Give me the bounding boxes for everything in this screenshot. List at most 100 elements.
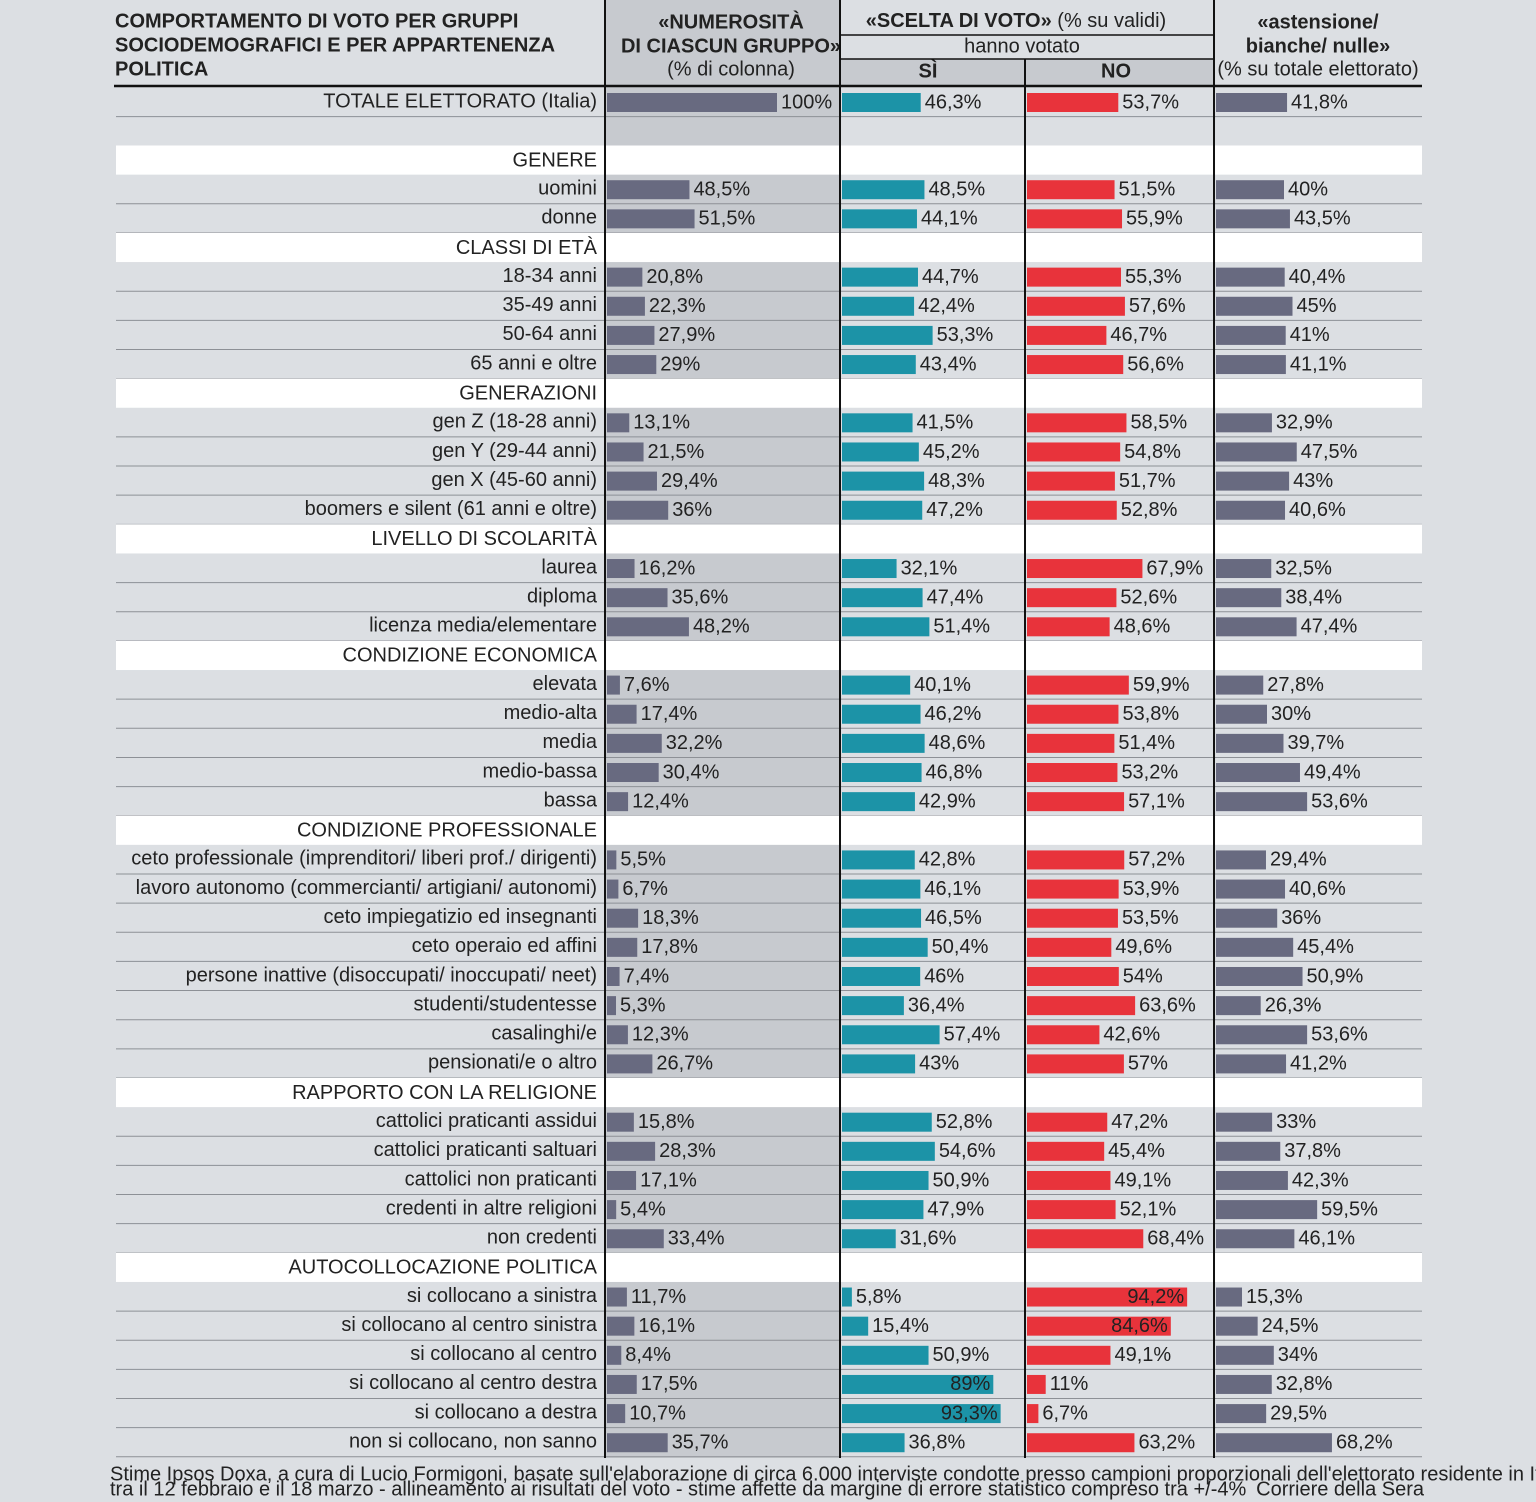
bar <box>607 1112 634 1132</box>
bar <box>842 733 925 753</box>
value-label: 48,5% <box>928 178 985 200</box>
bar <box>1216 355 1286 375</box>
bar <box>1216 1141 1281 1161</box>
bar <box>607 296 645 316</box>
bar <box>842 1054 916 1074</box>
bar <box>1216 325 1286 345</box>
value-label: 42,3% <box>1292 1169 1349 1191</box>
bar <box>842 996 904 1016</box>
row-label: gen X (45-60 anni) <box>431 469 597 491</box>
value-label: 34% <box>1278 1344 1318 1366</box>
value-label: 16,1% <box>638 1315 695 1337</box>
bar <box>842 1025 940 1045</box>
value-label: 54% <box>1123 965 1163 987</box>
value-label: 32,9% <box>1276 412 1333 434</box>
bar <box>1027 500 1117 520</box>
row-label: donne <box>541 207 597 229</box>
bar <box>1027 763 1118 783</box>
value-label: 48,6% <box>1114 616 1171 638</box>
bar <box>607 325 655 345</box>
value-label: 59,9% <box>1133 674 1190 696</box>
bar <box>1027 1112 1108 1132</box>
value-label: 5,4% <box>620 1198 666 1220</box>
row-label: cattolici non praticanti <box>405 1168 597 1190</box>
bar <box>1027 850 1125 870</box>
value-label: 47,9% <box>927 1198 984 1220</box>
bar <box>607 1404 626 1424</box>
value-label: 45,4% <box>1297 936 1354 958</box>
value-label: 6,7% <box>622 878 668 900</box>
bar <box>1216 588 1282 608</box>
row-label: 50-64 anni <box>502 323 597 345</box>
section-row-bg <box>116 524 1422 554</box>
value-label: 53,6% <box>1311 1024 1368 1046</box>
row-label: boomers e silent (61 anni e oltre) <box>305 498 597 520</box>
value-label: 51,4% <box>933 616 990 638</box>
row-label: cattolici praticanti assidui <box>376 1110 597 1132</box>
value-label: 13,1% <box>633 412 690 434</box>
row-label: si collocano a sinistra <box>407 1285 598 1307</box>
section-label: GENERAZIONI <box>459 382 597 404</box>
row-label: si collocano al centro <box>410 1343 597 1365</box>
value-label: 41,8% <box>1291 91 1348 113</box>
value-label: 46,2% <box>925 703 982 725</box>
bar <box>1216 1200 1318 1220</box>
value-label: 57,6% <box>1129 295 1186 317</box>
value-label: 41% <box>1290 324 1330 346</box>
bar <box>842 675 911 695</box>
value-label: 42,4% <box>918 295 975 317</box>
value-label: 94,2% <box>1127 1286 1184 1308</box>
bar <box>1027 1316 1171 1336</box>
bar <box>1216 1316 1258 1336</box>
value-label: 24,5% <box>1262 1315 1319 1337</box>
value-label: 53,2% <box>1121 761 1178 783</box>
value-label: 44,1% <box>921 208 978 230</box>
value-label: 55,3% <box>1125 266 1182 288</box>
bar <box>1216 209 1290 229</box>
bar <box>607 1200 617 1220</box>
bar <box>1027 267 1122 287</box>
value-label: 48,5% <box>693 178 750 200</box>
bar <box>1216 413 1272 433</box>
section-row-bg <box>116 145 1422 175</box>
value-label: 17,8% <box>641 936 698 958</box>
column-header: NO <box>1101 60 1131 82</box>
bar <box>1216 937 1294 957</box>
value-label: 29% <box>660 353 700 375</box>
row-label: si collocano al centro destra <box>349 1372 598 1394</box>
value-label: 63,6% <box>1139 994 1196 1016</box>
value-label: 48,2% <box>693 616 750 638</box>
value-label: 39,7% <box>1287 732 1344 754</box>
value-label: 12,4% <box>632 790 689 812</box>
value-label: 41,1% <box>1290 353 1347 375</box>
value-label: 68,4% <box>1147 1228 1204 1250</box>
column-subtitle: hanno votato <box>964 35 1080 57</box>
bar <box>607 908 639 928</box>
section-row-bg <box>116 1077 1422 1108</box>
bar <box>1027 1404 1039 1424</box>
bar <box>607 1287 627 1307</box>
value-label: 49,1% <box>1114 1344 1171 1366</box>
bar <box>1027 296 1125 316</box>
column-header: «NUMEROSITÀ <box>658 10 804 33</box>
value-label: 5,8% <box>856 1286 902 1308</box>
bar <box>607 413 630 433</box>
value-label: 18,3% <box>642 907 699 929</box>
value-label: 29,5% <box>1270 1402 1327 1424</box>
value-label: 57% <box>1128 1053 1168 1075</box>
value-label: 10,7% <box>629 1402 686 1424</box>
bar <box>607 879 619 899</box>
credit: Corriere della Sera <box>1256 1478 1425 1500</box>
row-label: uomini <box>538 177 597 199</box>
bar <box>1216 180 1284 200</box>
value-label: 53,9% <box>1123 878 1180 900</box>
row-label: lavoro autonomo (commercianti/ artigiani… <box>136 877 597 899</box>
bar <box>842 879 921 899</box>
bar <box>607 267 643 287</box>
value-label: 5,3% <box>620 994 666 1016</box>
section-row-bg <box>116 232 1422 263</box>
bar <box>607 471 657 491</box>
value-label: 40,6% <box>1289 878 1346 900</box>
value-label: 42,8% <box>919 849 976 871</box>
value-label: 52,1% <box>1120 1198 1177 1220</box>
